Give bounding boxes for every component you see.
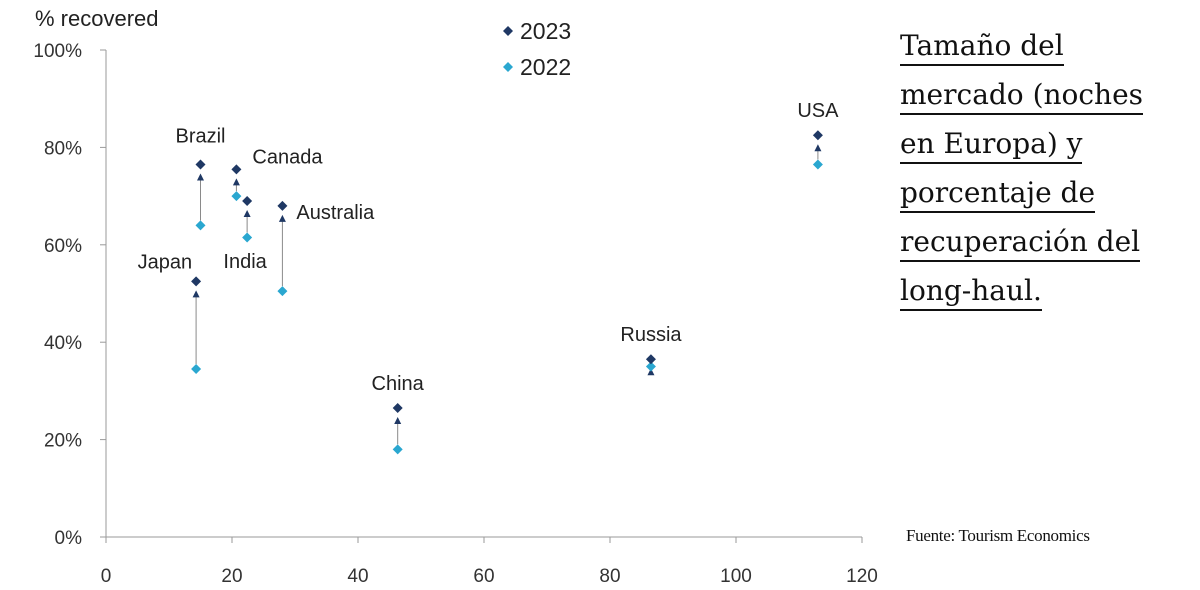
point-2022 [191, 363, 202, 374]
annotation-line: long-haul. [900, 273, 1042, 311]
change-arrow-head [394, 416, 402, 424]
change-arrow-head [197, 173, 204, 181]
point-label: China [372, 373, 425, 395]
annotation-line: recuperación del [900, 224, 1141, 262]
point-label: Russia [620, 324, 682, 346]
y-tick-label: 80% [44, 138, 82, 159]
point-2022 [242, 232, 253, 243]
point-2022 [392, 444, 403, 455]
legend-marker [503, 26, 513, 36]
x-tick-label: 120 [846, 566, 878, 587]
legend-label: 2023 [520, 18, 571, 44]
x-tick-label: 100 [720, 566, 752, 587]
point-2023 [231, 164, 242, 175]
point-label: Japan [138, 251, 193, 273]
x-tick-label: 60 [473, 566, 494, 587]
annotation-line: mercado (noches [900, 77, 1144, 115]
change-arrow-head [278, 214, 286, 222]
annotation-line: porcentaje de [900, 175, 1096, 213]
y-tick-label: 40% [44, 333, 82, 354]
x-tick-label: 40 [347, 566, 368, 587]
y-tick-label: 100% [33, 41, 82, 62]
change-arrow-head [192, 290, 200, 298]
change-arrow-head [814, 144, 822, 152]
point-label: USA [797, 100, 839, 122]
x-tick-label: 20 [221, 566, 242, 587]
y-tick-label: 0% [55, 528, 83, 549]
point-label: Canada [252, 146, 323, 168]
point-2023 [242, 195, 253, 206]
change-arrow-head [647, 368, 655, 376]
source-note: Fuente: Tourism Economics [906, 526, 1090, 545]
annotation-text: Tamaño del mercado (noches en Europa) y … [900, 24, 1190, 318]
point-2023 [645, 354, 656, 365]
point-2022 [277, 286, 288, 297]
point-2022 [195, 220, 206, 231]
point-2022 [812, 159, 823, 170]
annotation-line: Tamaño del [900, 28, 1064, 66]
point-label: Brazil [175, 125, 225, 147]
point-2023 [812, 130, 823, 141]
point-label: India [223, 251, 267, 273]
y-tick-label: 20% [44, 431, 82, 452]
change-arrow-head [243, 209, 251, 217]
x-tick-label: 80 [599, 566, 620, 587]
point-2023 [277, 200, 288, 211]
point-2022 [231, 191, 242, 202]
y-axis-label: % recovered [35, 6, 159, 31]
legend-label: 2022 [520, 54, 571, 80]
point-2023 [191, 276, 202, 287]
point-2023 [195, 159, 206, 170]
point-2023 [392, 402, 403, 413]
y-tick-label: 60% [44, 236, 82, 257]
point-2022 [645, 361, 656, 372]
legend-marker [503, 62, 513, 72]
annotation-line: en Europa) y [900, 126, 1083, 164]
change-arrow-head [232, 178, 240, 186]
point-label: Australia [296, 202, 375, 224]
x-tick-label: 0 [101, 566, 112, 587]
